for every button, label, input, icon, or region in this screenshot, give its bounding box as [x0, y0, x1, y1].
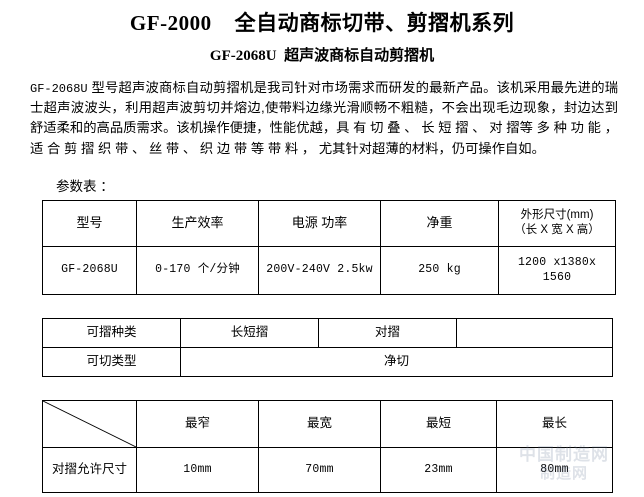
fold-type-long-short: 长短摺 — [180, 317, 319, 348]
param-header-dimension: 外形尺寸(mm) （长 X 宽 X 高） — [498, 199, 616, 247]
diagonal-divider-icon — [43, 401, 136, 447]
parameter-table: 型号 生产效率 电源 功率 净重 外形尺寸(mm) （长 X 宽 X 高） GF… — [42, 199, 616, 295]
param-header-dimension-line2: （长 X 宽 X 高） — [514, 224, 600, 237]
table-row: GF-2068U 0-170 个/分钟 200V-240V 2.5kw 250 … — [42, 245, 616, 295]
param-header-efficiency: 生产效率 — [136, 199, 259, 247]
param-value-power: 200V-240V 2.5kw — [258, 245, 381, 295]
table-row: 型号 生产效率 电源 功率 净重 外形尺寸(mm) （长 X 宽 X 高） — [42, 199, 616, 247]
size-table-corner-cell — [42, 399, 137, 448]
param-header-model: 型号 — [42, 199, 137, 247]
size-value-longest: 80mm — [496, 446, 613, 493]
param-value-dimension: 1200 x1380x 1560 — [498, 245, 616, 295]
fold-type-table: 可摺种类 长短摺 对摺 可切类型 净切 — [42, 317, 613, 377]
table-row: 最窄 最宽 最短 最长 — [42, 399, 613, 448]
size-row-label: 对摺允许尺寸 — [42, 446, 137, 493]
size-header-longest: 最长 — [496, 399, 613, 448]
cut-type-value: 净切 — [180, 346, 613, 377]
size-value-widest: 70mm — [258, 446, 381, 493]
fold-type-half: 对摺 — [318, 317, 457, 348]
param-value-dimension-line1: 1200 x1380x — [517, 255, 597, 269]
table-row: 可切类型 净切 — [42, 346, 613, 377]
description-model-code: GF-2068U — [30, 82, 88, 96]
param-value-dimension-line2: 1560 — [542, 271, 572, 285]
table-row: 可摺种类 长短摺 对摺 — [42, 317, 613, 348]
size-value-narrowest: 10mm — [136, 446, 259, 493]
product-description: GF-2068U 型号超声波商标自动剪摺机是我司针对市场需求而研发的最新产品。该… — [30, 78, 618, 159]
size-value-shortest: 23mm — [380, 446, 497, 493]
document-page: GF-2000 全自动商标切带、剪摺机系列 GF-2068U 超声波商标自动剪摺… — [0, 10, 644, 497]
fold-row-label: 可摺种类 — [42, 317, 181, 348]
param-header-dimension-line1: 外形尺寸(mm) — [520, 208, 594, 221]
param-value-efficiency: 0-170 个/分钟 — [136, 245, 259, 295]
size-header-widest: 最宽 — [258, 399, 381, 448]
param-value-model: GF-2068U — [42, 245, 137, 295]
fold-type-empty — [456, 317, 613, 348]
description-body: 型号超声波商标自动剪摺机是我司针对市场需求而研发的最新产品。该机采用最先进的瑞士… — [30, 80, 618, 156]
size-limit-table: 最窄 最宽 最短 最长 对摺允许尺寸 10mm 70mm 23mm 80mm — [42, 399, 613, 493]
cut-row-label: 可切类型 — [42, 346, 181, 377]
page-subtitle: GF-2068U 超声波商标自动剪摺机 — [209, 48, 435, 65]
page-title: GF-2000 全自动商标切带、剪摺机系列 — [129, 11, 515, 35]
size-header-shortest: 最短 — [380, 399, 497, 448]
param-header-weight: 净重 — [380, 199, 499, 247]
table-row: 对摺允许尺寸 10mm 70mm 23mm 80mm — [42, 446, 613, 493]
param-value-weight: 250 kg — [380, 245, 499, 295]
parameter-table-caption: 参数表 ： — [56, 178, 114, 194]
param-header-power: 电源 功率 — [258, 199, 381, 247]
size-header-narrowest: 最窄 — [136, 399, 259, 448]
